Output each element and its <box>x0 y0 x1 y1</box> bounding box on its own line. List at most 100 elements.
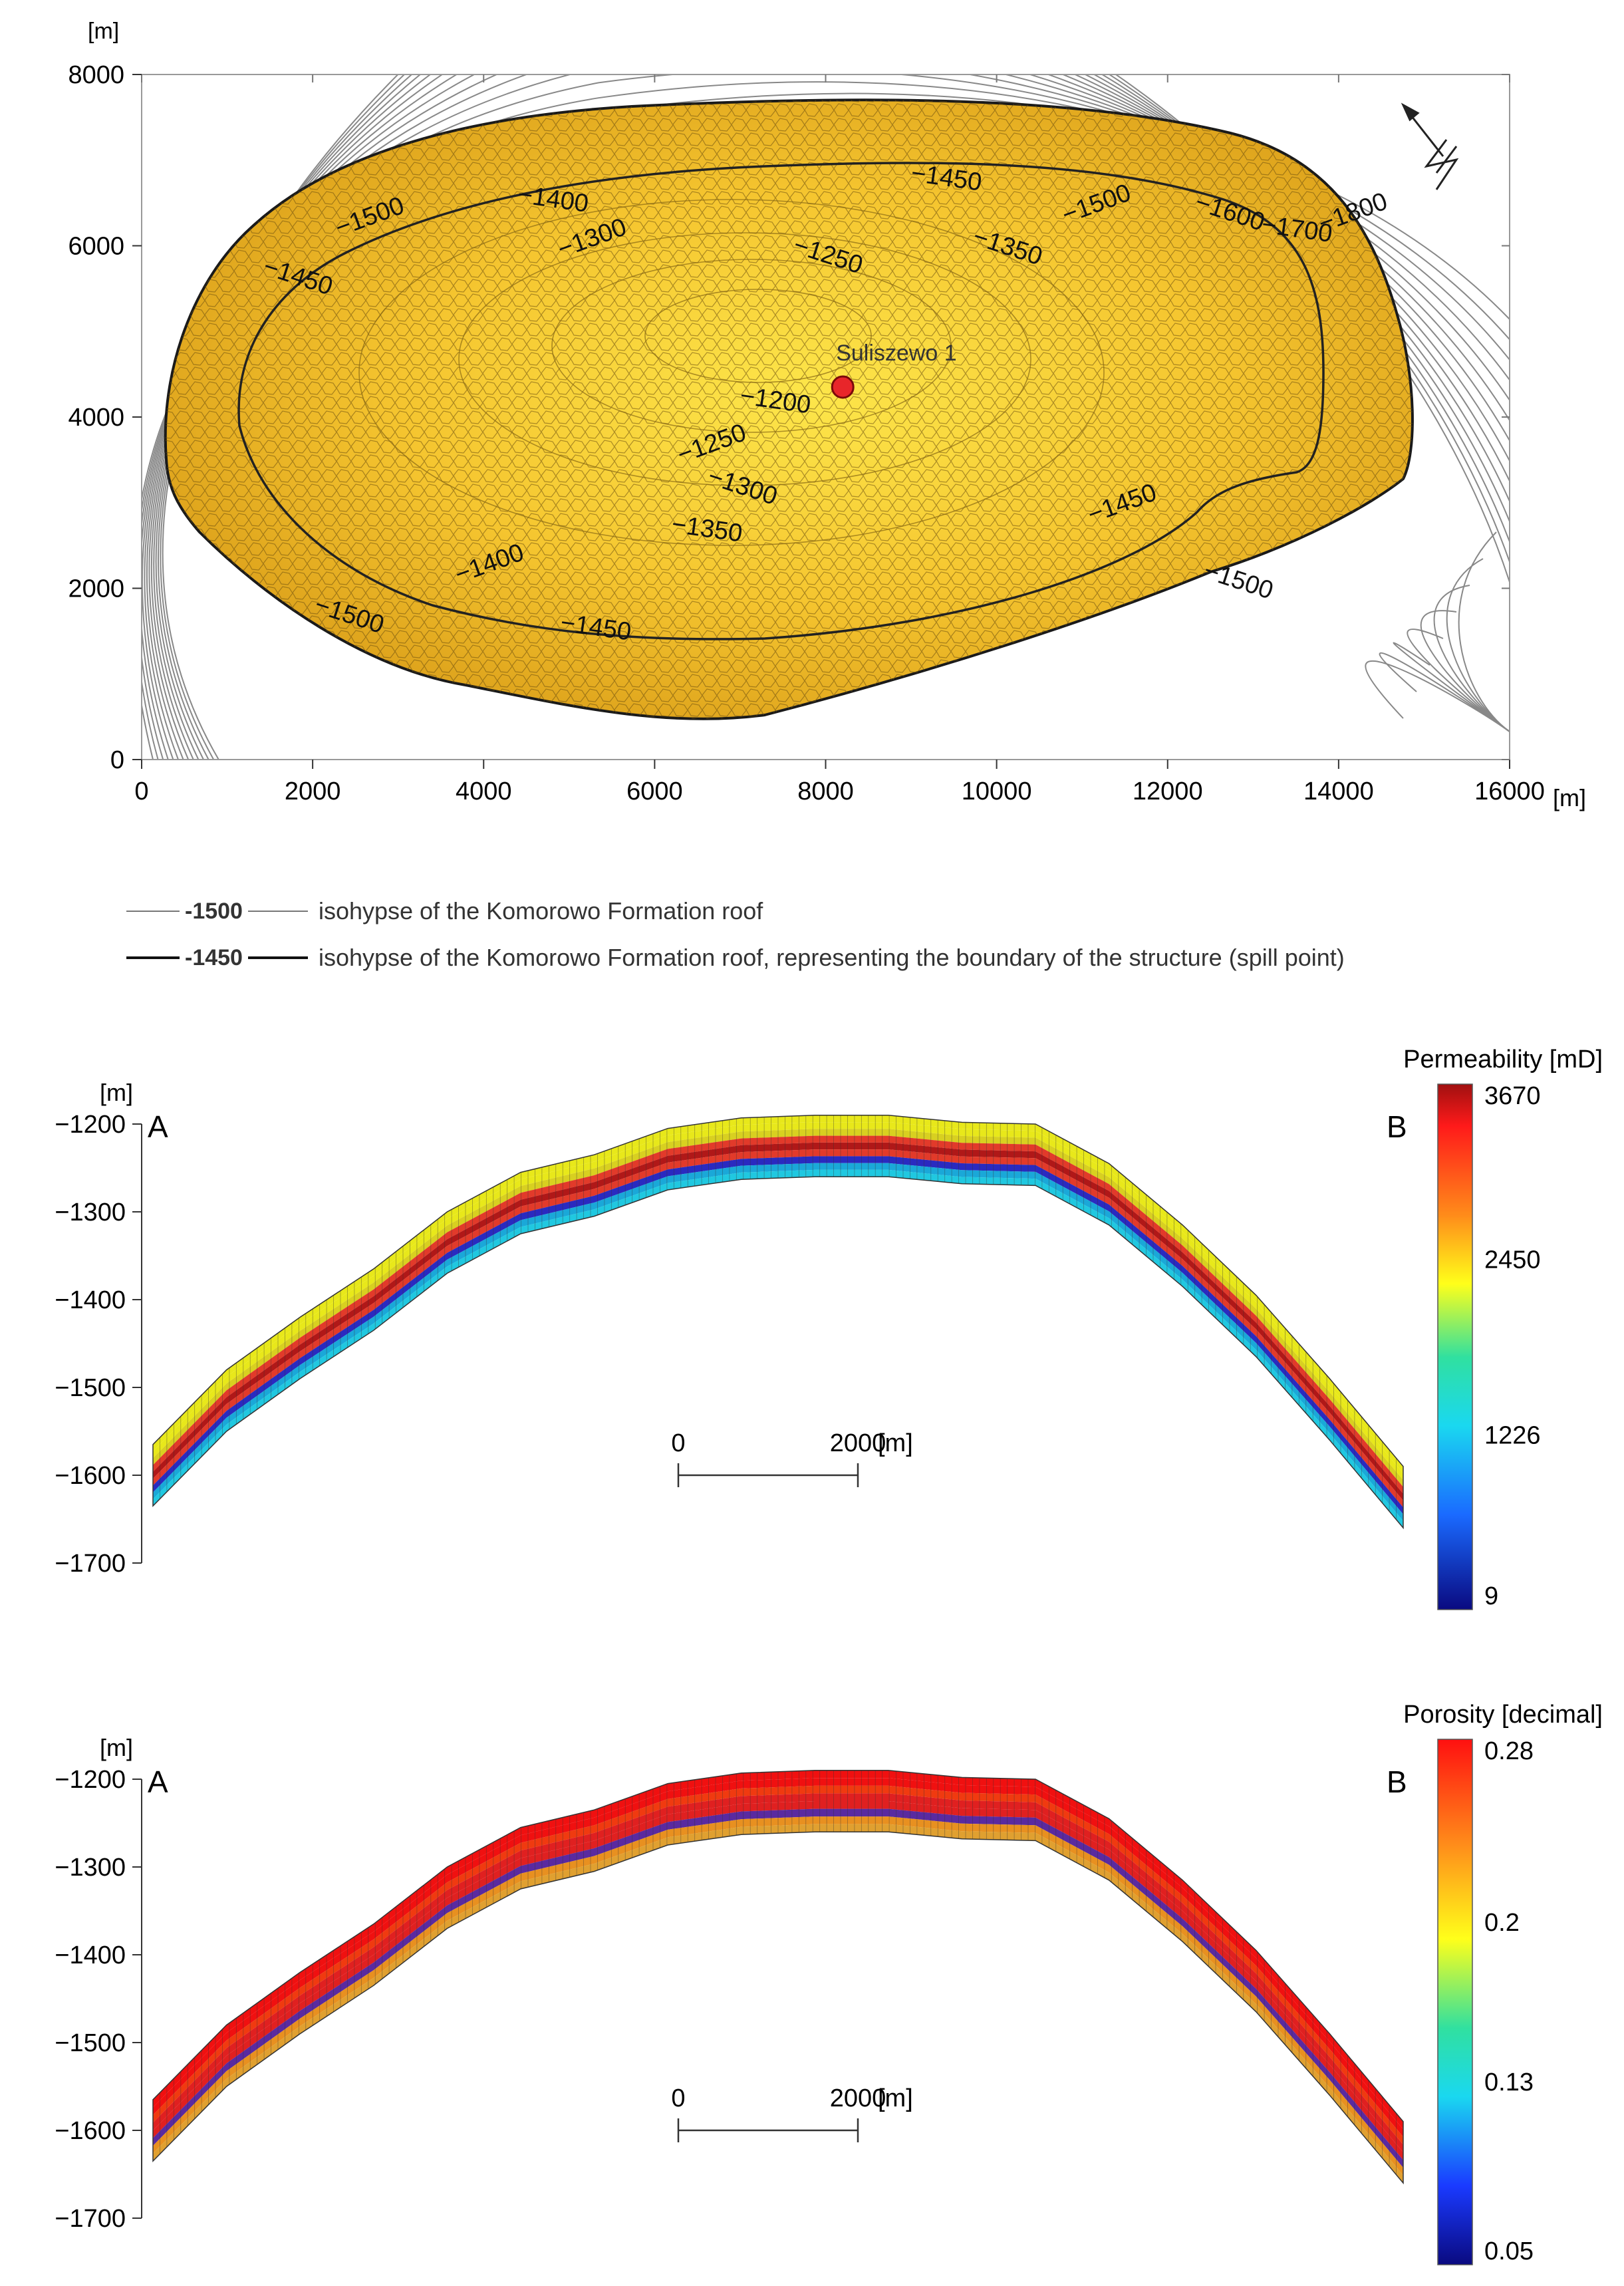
section-end-label-a: A <box>148 1765 168 1799</box>
section-layer <box>153 1163 1403 1521</box>
section-layer <box>153 1793 1403 2152</box>
map-x-tick-label: 14000 <box>1303 778 1374 805</box>
section-layer <box>153 1156 1403 1514</box>
thick-line-swatch <box>126 956 180 959</box>
scale-bar-end: 2000 <box>830 2084 886 2112</box>
section-layer <box>153 1169 1403 1528</box>
permeability-section-panel: −1200 −1300 −1400 −1500 −1600 −1700 [m] A B 0 2000… <box>0 1038 1624 1636</box>
section-y-tick-label: −1300 <box>55 1199 126 1226</box>
section-y-tick-label: −1700 <box>55 2205 126 2233</box>
map-y-tick-label: 8000 <box>68 61 124 89</box>
section-end-label-b: B <box>1387 1109 1407 1144</box>
section-end-label-a: A <box>148 1109 168 1144</box>
section-y-unit: [m] <box>100 1734 133 1761</box>
map-x-unit: [m] <box>1553 784 1586 811</box>
background-isohypse <box>1420 610 1510 732</box>
map-x-tick-label: 8000 <box>797 778 854 805</box>
section-y-tick-label: −1600 <box>55 1462 126 1490</box>
section-layer <box>153 1149 1403 1508</box>
legend-thick-value: -1450 <box>185 944 243 970</box>
scale-bar-unit: [m] <box>878 1429 913 1457</box>
background-isohypse <box>1365 660 1510 732</box>
colorbar-tick-label: 0.2 <box>1484 1909 1520 1937</box>
thin-line-swatch <box>126 911 180 912</box>
section-layer <box>153 1122 1403 1481</box>
colorbar-tick-label: 0.05 <box>1484 2237 1534 2265</box>
background-isohypse <box>1407 629 1510 732</box>
scale-bar-start: 0 <box>671 1429 685 1457</box>
section-layer <box>153 1770 1403 2130</box>
section-y-tick-label: −1600 <box>55 2117 126 2145</box>
section-outline <box>152 1770 1404 2185</box>
porosity-cross-section: −1200 −1300 −1400 −1500 −1600 −1700 [m] A B 0 2000… <box>55 1701 1603 2265</box>
map-x-tick-label: 16000 <box>1474 778 1545 805</box>
map-legend: -1500 isohypse of the Komorowo Formation… <box>126 888 1523 981</box>
colorbar-tick-label: 3670 <box>1484 1082 1541 1110</box>
map-x-tick-label: 0 <box>134 778 148 805</box>
north-arrow-icon <box>1401 102 1459 190</box>
colorbar-tick-label: 0.28 <box>1484 1737 1534 1765</box>
colorbar-tick-label: 9 <box>1484 1582 1498 1610</box>
section-y-tick-label: −1200 <box>55 1111 126 1139</box>
colorbar-tick-label: 0.13 <box>1484 2069 1534 2096</box>
legend-thick-isohypse: -1450 isohypse of the Komorowo Formation… <box>126 934 1523 981</box>
background-isohypse <box>1433 585 1510 732</box>
thin-line-swatch-right <box>247 911 308 912</box>
section-layer <box>153 1801 1403 2160</box>
section-outline <box>152 1115 1404 1530</box>
background-isohypse <box>1458 531 1510 732</box>
legend-thick-text: isohypse of the Komorowo Formation roof,… <box>318 944 1345 971</box>
map-y-tick-label: 2000 <box>68 575 124 603</box>
structure-cells <box>165 100 1413 719</box>
section-y-tick-label: −1300 <box>55 1854 126 1882</box>
section-layer <box>153 1115 1403 1474</box>
section-layer <box>153 1785 1403 2145</box>
map-y-tick-label: 0 <box>110 746 124 774</box>
section-y-tick-label: −1500 <box>55 2029 126 2057</box>
section-y-tick-label: −1700 <box>55 1550 126 1578</box>
colorbar-tick-label: 1226 <box>1484 1421 1541 1449</box>
section-grid <box>152 1770 1404 2184</box>
section-layer <box>153 1778 1403 2137</box>
structure-map-panel: Suliszewo 1 −1500 −1450 −1400 −1300 −1250 −14… <box>0 0 1624 865</box>
section-end-label-b: B <box>1387 1765 1407 1799</box>
section-layer <box>153 1135 1403 1494</box>
scale-bar-start: 0 <box>671 2084 685 2112</box>
map-x-tick-label: 6000 <box>626 778 683 805</box>
scale-bar-unit: [m] <box>878 2084 913 2112</box>
map-x-tick-label: 2000 <box>285 778 341 805</box>
structure-map: Suliszewo 1 −1500−1450−1400−1300 −1250−14… <box>68 19 1586 811</box>
section-grid <box>152 1115 1404 1528</box>
section-y-tick-label: −1500 <box>55 1374 126 1402</box>
well-marker[interactable] <box>831 375 855 399</box>
porosity-section-panel: −1200 −1300 −1400 −1500 −1600 −1700 [m] A B 0 2000… <box>0 1693 1624 2283</box>
map-y-tick-label: 4000 <box>68 404 124 432</box>
colorbar <box>1437 1739 1473 2265</box>
spill-point-isohypse <box>237 162 1325 641</box>
background-isohypse <box>1379 652 1510 732</box>
map-y-unit: [m] <box>88 19 119 44</box>
colorbar-title: Porosity [decimal] <box>1403 1701 1603 1729</box>
inner-isohypses <box>358 199 1105 546</box>
section-layer <box>153 1142 1403 1501</box>
section-layer <box>153 1824 1403 2184</box>
permeability-cross-section: −1200 −1300 −1400 −1500 −1600 −1700 [m] A B 0 2000… <box>55 1046 1603 1610</box>
map-x-tick-label: 12000 <box>1133 778 1203 805</box>
scale-bar-end: 2000 <box>830 1429 886 1457</box>
section-y-tick-label: −1200 <box>55 1766 126 1794</box>
background-isohypse <box>1446 558 1510 732</box>
colorbar-tick-label: 2450 <box>1484 1246 1541 1274</box>
section-y-tick-label: −1400 <box>55 1286 126 1314</box>
well-label: Suliszewo 1 <box>836 341 956 366</box>
legend-thin-text: isohypse of the Komorowo Formation roof <box>318 897 763 925</box>
section-layer <box>153 1808 1403 2168</box>
section-y-unit: [m] <box>100 1079 133 1106</box>
legend-thin-isohypse: -1500 isohypse of the Komorowo Formation… <box>126 888 1523 934</box>
legend-thin-value: -1500 <box>185 898 243 924</box>
thick-line-swatch-right <box>247 956 308 959</box>
section-layer <box>153 1816 1403 2176</box>
map-x-tick-label: 10000 <box>962 778 1032 805</box>
map-y-tick-label: 6000 <box>68 233 124 261</box>
colorbar-title: Permeability [mD] <box>1403 1046 1603 1073</box>
section-y-tick-label: −1400 <box>55 1941 126 1969</box>
